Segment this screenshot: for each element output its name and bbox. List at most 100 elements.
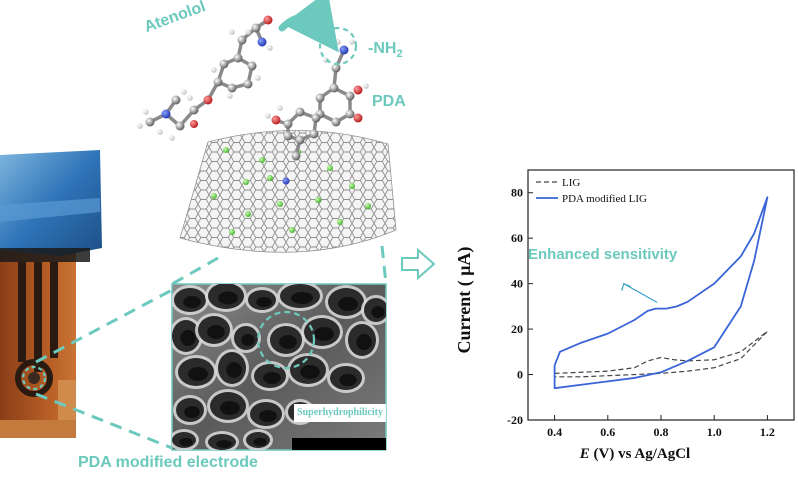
dopant-atom — [267, 175, 273, 181]
carbon-atom — [189, 105, 199, 115]
graphene-sheet — [179, 130, 397, 253]
pda-molecule — [265, 39, 369, 161]
dopant-atom — [349, 183, 355, 189]
carbon-atom — [311, 113, 321, 123]
electrode-caption: PDA modified electrode — [78, 454, 258, 471]
carbon-atom — [331, 117, 341, 127]
cv-chart: 0.4 0.6 0.8 1.0 1.2 -20 0 20 40 60 80 LIG PDA modif… — [454, 169, 795, 462]
carbon-atom — [283, 119, 293, 129]
dopant-atom — [259, 157, 265, 163]
carbon-atom — [345, 109, 355, 119]
plot-frame — [527, 169, 795, 421]
carbon-atom — [145, 117, 155, 127]
dopant-atom — [243, 179, 249, 185]
hydrogen-atom — [157, 129, 163, 135]
y-axis-label: Current ( μA) — [454, 247, 475, 354]
hydrogen-atom — [181, 89, 187, 95]
hydrogen-atom — [349, 39, 355, 45]
carbon-atom — [175, 121, 185, 131]
arrow-curved-icon — [278, 0, 339, 53]
carbon-atom — [219, 59, 229, 69]
hydrogen-atom — [277, 105, 283, 111]
dashed-circle-icon — [21, 365, 47, 391]
carbon-atom — [213, 77, 223, 87]
carbon-atom — [295, 107, 305, 117]
dopant-atom — [277, 201, 283, 207]
oxygen-atom — [190, 120, 198, 128]
hydrogen-atom — [335, 39, 341, 45]
carbon-atom — [315, 93, 325, 103]
dopant-atom — [229, 229, 235, 235]
amine-subscript: 2 — [396, 48, 403, 61]
hydrogen-atom — [229, 29, 235, 35]
hydrogen-atom — [227, 93, 233, 99]
nitrogen-atom — [339, 45, 349, 55]
y-tick-label: 40 — [511, 277, 523, 291]
carbon-atom — [291, 151, 301, 161]
dopant-atom — [223, 147, 229, 153]
dopant-atom — [289, 227, 295, 233]
amine-group-label: -NH2 — [368, 40, 403, 60]
oxygen-atom — [203, 95, 213, 105]
zoom-guides — [35, 245, 388, 450]
carbon-atom — [237, 35, 247, 45]
dopant-atom — [327, 165, 333, 171]
carbon-atom — [227, 83, 237, 93]
carbon-atom — [233, 53, 243, 63]
series-pda-line — [553, 196, 769, 390]
hydrogen-atom — [267, 45, 273, 51]
hydrogen-atom — [265, 113, 271, 119]
hydrogen-atom — [137, 123, 143, 129]
carbon-atom — [251, 23, 261, 33]
pda-label: PDA — [372, 93, 406, 110]
dashed-circle-icon — [318, 26, 358, 66]
oxygen-atom — [353, 113, 363, 123]
carbon-atom — [247, 61, 257, 71]
x-tick-label: 0.4 — [547, 425, 562, 439]
carbon-atom — [295, 135, 305, 145]
y-tick-label: 20 — [511, 322, 523, 336]
carbon-atom — [329, 83, 339, 93]
hydrogen-atom — [187, 95, 193, 101]
nitrogen-atom — [257, 37, 267, 47]
y-tick-label: 60 — [511, 231, 523, 245]
dashed-circle-icon — [256, 310, 316, 370]
arrow-hollow-right-icon — [401, 247, 436, 281]
y-tick-label: -20 — [507, 413, 523, 427]
dopant-atom — [365, 203, 371, 209]
x-tick-label: 0.6 — [600, 425, 615, 439]
dopant-atom — [337, 219, 343, 225]
annotation-arrowhead — [621, 282, 631, 291]
oxygen-atom — [353, 85, 363, 95]
carbon-atom — [331, 63, 341, 73]
annotation-label: Enhanced sensitivity — [528, 246, 678, 263]
atenolol-molecule — [137, 15, 273, 141]
oxygen-atom — [263, 15, 273, 25]
annotation-arrow — [623, 283, 658, 303]
nitrogen-atom — [161, 109, 171, 119]
hydrogen-atom — [363, 83, 369, 89]
hydrogen-atom — [245, 29, 251, 35]
carbon-atom — [283, 131, 293, 141]
hydrogen-atom — [211, 67, 217, 73]
sem-caption: Superhydrophilicity — [294, 404, 386, 422]
x-axis-label: E (V) vs Ag/AgCl — [579, 446, 690, 462]
legend-label: PDA modified LIG — [562, 193, 647, 205]
dopant-atom — [315, 197, 321, 203]
legend-label: LIG — [562, 177, 580, 189]
y-tick-label: 80 — [511, 186, 523, 200]
electrode-photo — [0, 150, 102, 438]
x-tick-label: 1.2 — [760, 425, 775, 439]
amine-text: -NH — [368, 40, 397, 57]
x-tick-label: 0.8 — [654, 425, 669, 439]
hydrogen-atom — [169, 135, 175, 141]
dopant-atom — [211, 193, 217, 199]
hydrogen-atom — [255, 75, 261, 81]
y-tick-label: 0 — [517, 368, 523, 382]
nitrogen-atom — [282, 177, 290, 185]
x-tick-label: 1.0 — [707, 425, 722, 439]
dopant-atom — [245, 211, 251, 217]
carbon-atom — [309, 129, 319, 139]
series-lig-line — [554, 330, 769, 378]
